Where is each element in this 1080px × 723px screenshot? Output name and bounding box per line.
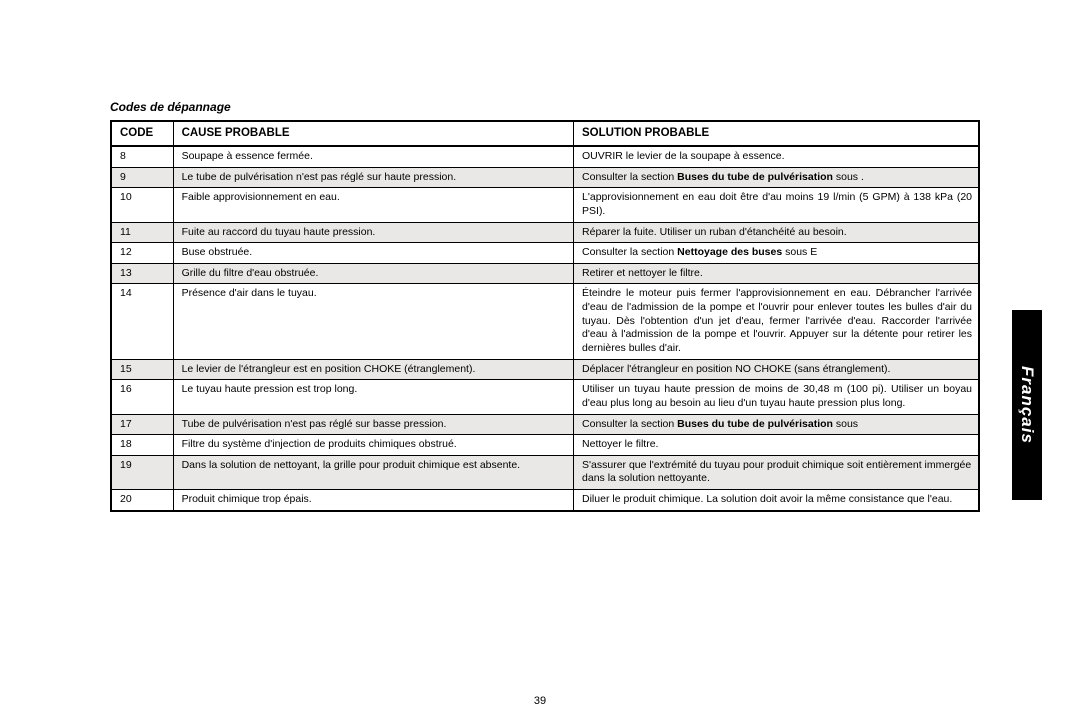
table-row: 19Dans la solution de nettoyant, la gril… [111,455,979,489]
cell-code: 18 [111,435,173,456]
cell-cause: Le levier de l'étrangleur est en positio… [173,359,573,380]
cell-solution: S'assurer que l'extrémité du tuyau pour … [574,455,979,489]
solution-bold: Nettoyage des buses [677,246,782,258]
cell-solution: OUVRIR le levier de la soupape à essence… [574,146,979,167]
cell-cause: Filtre du système d'injection de produit… [173,435,573,456]
cell-code: 13 [111,263,173,284]
cell-code: 17 [111,414,173,435]
cell-cause: Fuite au raccord du tuyau haute pression… [173,222,573,243]
solution-post: sous . [833,171,864,183]
table-row: 17Tube de pulvérisation n'est pas réglé … [111,414,979,435]
cell-cause: Dans la solution de nettoyant, la grille… [173,455,573,489]
cell-code: 19 [111,455,173,489]
header-cause: CAUSE PROBABLE [173,121,573,146]
troubleshooting-table: CODE CAUSE PROBABLE SOLUTION PROBABLE 8S… [110,120,980,512]
cell-cause: Présence d'air dans le tuyau. [173,284,573,359]
table-row: 10Faible approvisionnement en eau.L'appr… [111,188,979,222]
cell-code: 9 [111,167,173,188]
cell-solution: Nettoyer le filtre. [574,435,979,456]
cell-solution: Éteindre le moteur puis fermer l'approvi… [574,284,979,359]
cell-cause: Le tuyau haute pression est trop long. [173,380,573,414]
cell-cause: Faible approvisionnement en eau. [173,188,573,222]
cell-code: 10 [111,188,173,222]
manual-page: Codes de dépannage CODE CAUSE PROBABLE S… [110,100,980,512]
cell-solution: Consulter la section Nettoyage des buses… [574,243,979,264]
page-number: 39 [0,695,1080,707]
solution-post: sous [833,418,858,430]
table-row: 20Produit chimique trop épais.Diluer le … [111,490,979,511]
solution-pre: Consulter la section [582,246,677,258]
solution-bold: Buses du tube de pulvérisation [677,418,833,430]
table-row: 12Buse obstruée.Consulter la section Net… [111,243,979,264]
table-row: 16Le tuyau haute pression est trop long.… [111,380,979,414]
table-row: 8Soupape à essence fermée.OUVRIR le levi… [111,146,979,167]
language-tab: Français [1012,310,1042,500]
cell-solution: Consulter la section Buses du tube de pu… [574,167,979,188]
cell-solution: Utiliser un tuyau haute pression de moin… [574,380,979,414]
cell-code: 14 [111,284,173,359]
cell-cause: Grille du filtre d'eau obstruée. [173,263,573,284]
section-title: Codes de dépannage [110,100,980,114]
table-row: 9Le tube de pulvérisation n'est pas régl… [111,167,979,188]
cell-cause: Produit chimique trop épais. [173,490,573,511]
table-row: 13Grille du filtre d'eau obstruée.Retire… [111,263,979,284]
cell-solution: Diluer le produit chimique. La solution … [574,490,979,511]
solution-post: sous E [782,246,817,258]
cell-code: 15 [111,359,173,380]
table-row: 15Le levier de l'étrangleur est en posit… [111,359,979,380]
cell-code: 8 [111,146,173,167]
table-header-row: CODE CAUSE PROBABLE SOLUTION PROBABLE [111,121,979,146]
cell-solution: Retirer et nettoyer le filtre. [574,263,979,284]
cell-solution: Consulter la section Buses du tube de pu… [574,414,979,435]
cell-code: 20 [111,490,173,511]
cell-cause: Buse obstruée. [173,243,573,264]
cell-solution: Déplacer l'étrangleur en position NO CHO… [574,359,979,380]
cell-code: 16 [111,380,173,414]
cell-code: 11 [111,222,173,243]
solution-bold: Buses du tube de pulvérisation [677,171,833,183]
cell-solution: L'approvisionnement en eau doit être d'a… [574,188,979,222]
table-row: 18Filtre du système d'injection de produ… [111,435,979,456]
cell-cause: Tube de pulvérisation n'est pas réglé su… [173,414,573,435]
solution-pre: Consulter la section [582,418,677,430]
cell-code: 12 [111,243,173,264]
cell-cause: Le tube de pulvérisation n'est pas réglé… [173,167,573,188]
cell-cause: Soupape à essence fermée. [173,146,573,167]
table-row: 14Présence d'air dans le tuyau.Éteindre … [111,284,979,359]
header-code: CODE [111,121,173,146]
cell-solution: Réparer la fuite. Utiliser un ruban d'ét… [574,222,979,243]
table-row: 11Fuite au raccord du tuyau haute pressi… [111,222,979,243]
solution-pre: Consulter la section [582,171,677,183]
header-solution: SOLUTION PROBABLE [574,121,979,146]
